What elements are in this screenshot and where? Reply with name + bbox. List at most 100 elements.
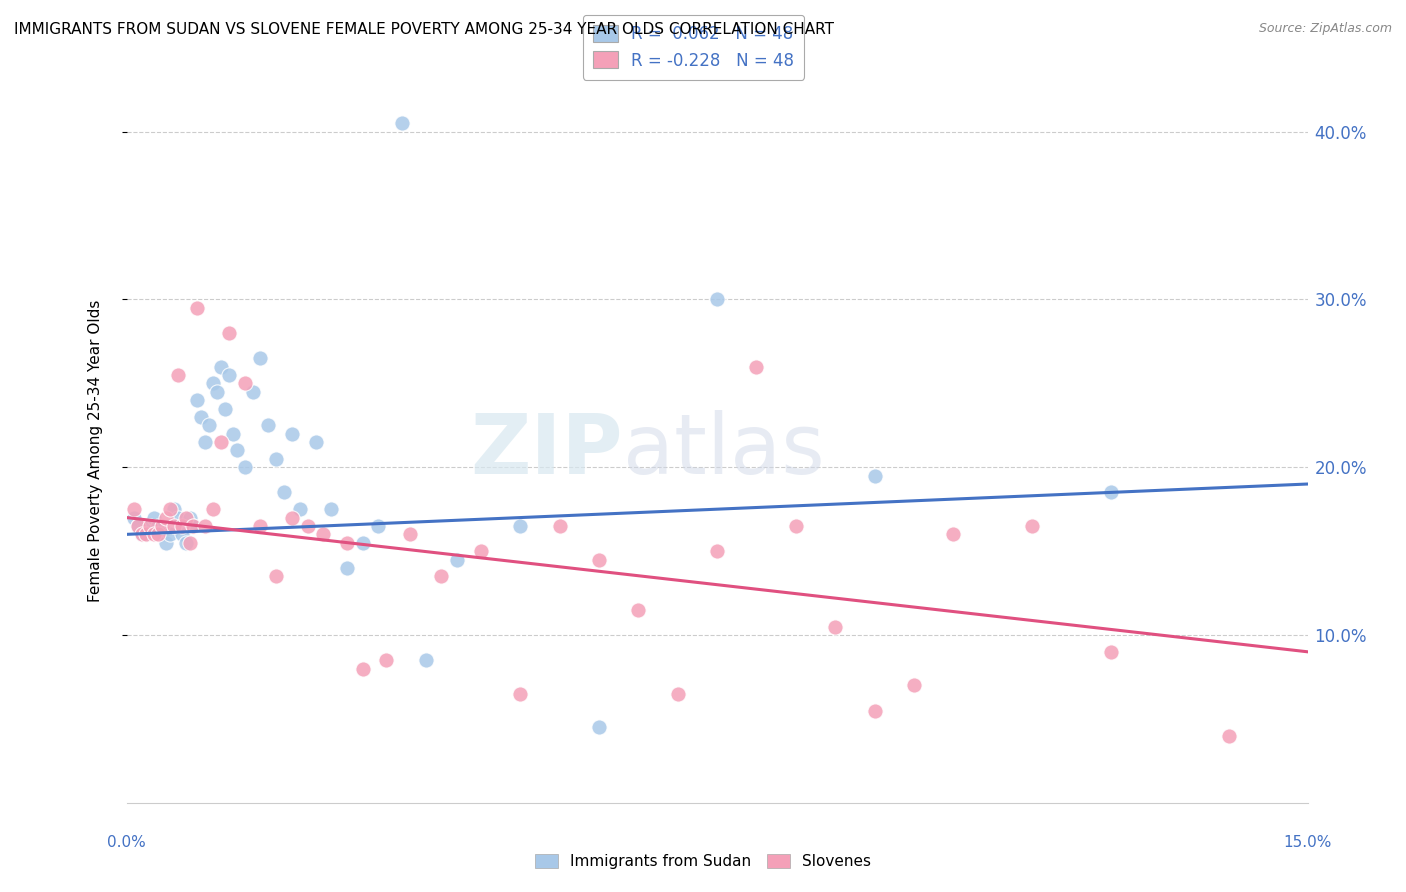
Text: atlas: atlas	[623, 410, 824, 491]
Point	[194, 519, 217, 533]
Legend: R =  0.062   N = 48, R = -0.228   N = 48: R = 0.062 N = 48, R = -0.228 N = 48	[582, 15, 804, 79]
Point	[163, 519, 186, 533]
Point	[186, 393, 208, 408]
Text: 0.0%: 0.0%	[107, 836, 146, 850]
Point	[264, 451, 287, 466]
Text: IMMIGRANTS FROM SUDAN VS SLOVENE FEMALE POVERTY AMONG 25-34 YEAR OLDS CORRELATIO: IMMIGRANTS FROM SUDAN VS SLOVENE FEMALE …	[14, 22, 834, 37]
Point	[249, 519, 271, 533]
Point	[249, 351, 271, 366]
Point	[352, 662, 374, 676]
Point	[131, 527, 153, 541]
Point	[588, 552, 610, 566]
Point	[1021, 519, 1043, 533]
Point	[139, 519, 162, 533]
Point	[183, 519, 205, 533]
Point	[352, 535, 374, 549]
Point	[135, 527, 157, 541]
Point	[824, 619, 846, 633]
Point	[155, 535, 177, 549]
Point	[391, 116, 413, 130]
Point	[139, 519, 162, 533]
Point	[273, 485, 295, 500]
Point	[179, 510, 201, 524]
Point	[150, 527, 173, 541]
Point	[863, 704, 886, 718]
Point	[281, 510, 304, 524]
Point	[170, 519, 193, 533]
Point	[257, 418, 280, 433]
Point	[127, 519, 149, 533]
Point	[233, 460, 256, 475]
Point	[745, 359, 768, 374]
Point	[174, 535, 197, 549]
Point	[163, 502, 186, 516]
Point	[124, 510, 146, 524]
Point	[209, 435, 232, 450]
Point	[1099, 645, 1122, 659]
Point	[202, 376, 225, 391]
Point	[281, 426, 304, 441]
Point	[159, 527, 181, 541]
Text: ZIP: ZIP	[470, 410, 623, 491]
Point	[304, 435, 326, 450]
Point	[1099, 485, 1122, 500]
Point	[131, 527, 153, 541]
Point	[903, 678, 925, 692]
Point	[159, 502, 181, 516]
Point	[336, 561, 359, 575]
Point	[150, 519, 173, 533]
Point	[297, 519, 319, 533]
Point	[209, 359, 232, 374]
Point	[415, 653, 437, 667]
Point	[202, 502, 225, 516]
Point	[399, 527, 422, 541]
Point	[166, 510, 188, 524]
Point	[143, 527, 166, 541]
Point	[124, 502, 146, 516]
Point	[233, 376, 256, 391]
Point	[336, 535, 359, 549]
Point	[205, 384, 228, 399]
Point	[218, 368, 240, 382]
Text: Source: ZipAtlas.com: Source: ZipAtlas.com	[1258, 22, 1392, 36]
Point	[863, 468, 886, 483]
Point	[942, 527, 965, 541]
Point	[446, 552, 468, 566]
Point	[170, 527, 193, 541]
Point	[194, 435, 217, 450]
Text: 15.0%: 15.0%	[1284, 836, 1331, 850]
Point	[588, 720, 610, 734]
Point	[706, 544, 728, 558]
Point	[198, 418, 221, 433]
Point	[190, 409, 212, 424]
Point	[509, 519, 531, 533]
Point	[312, 527, 335, 541]
Point	[179, 535, 201, 549]
Point	[321, 502, 343, 516]
Point	[143, 510, 166, 524]
Point	[509, 687, 531, 701]
Point	[367, 519, 389, 533]
Point	[186, 301, 208, 315]
Point	[548, 519, 571, 533]
Point	[242, 384, 264, 399]
Point	[264, 569, 287, 583]
Point	[706, 293, 728, 307]
Legend: Immigrants from Sudan, Slovenes: Immigrants from Sudan, Slovenes	[529, 848, 877, 875]
Point	[135, 527, 157, 541]
Point	[146, 519, 169, 533]
Point	[225, 443, 247, 458]
Point	[288, 502, 311, 516]
Point	[174, 510, 197, 524]
Point	[470, 544, 492, 558]
Point	[785, 519, 807, 533]
Point	[666, 687, 689, 701]
Point	[214, 401, 236, 416]
Y-axis label: Female Poverty Among 25-34 Year Olds: Female Poverty Among 25-34 Year Olds	[89, 300, 103, 601]
Point	[627, 603, 650, 617]
Point	[430, 569, 453, 583]
Point	[127, 519, 149, 533]
Point	[183, 519, 205, 533]
Point	[1218, 729, 1240, 743]
Point	[222, 426, 245, 441]
